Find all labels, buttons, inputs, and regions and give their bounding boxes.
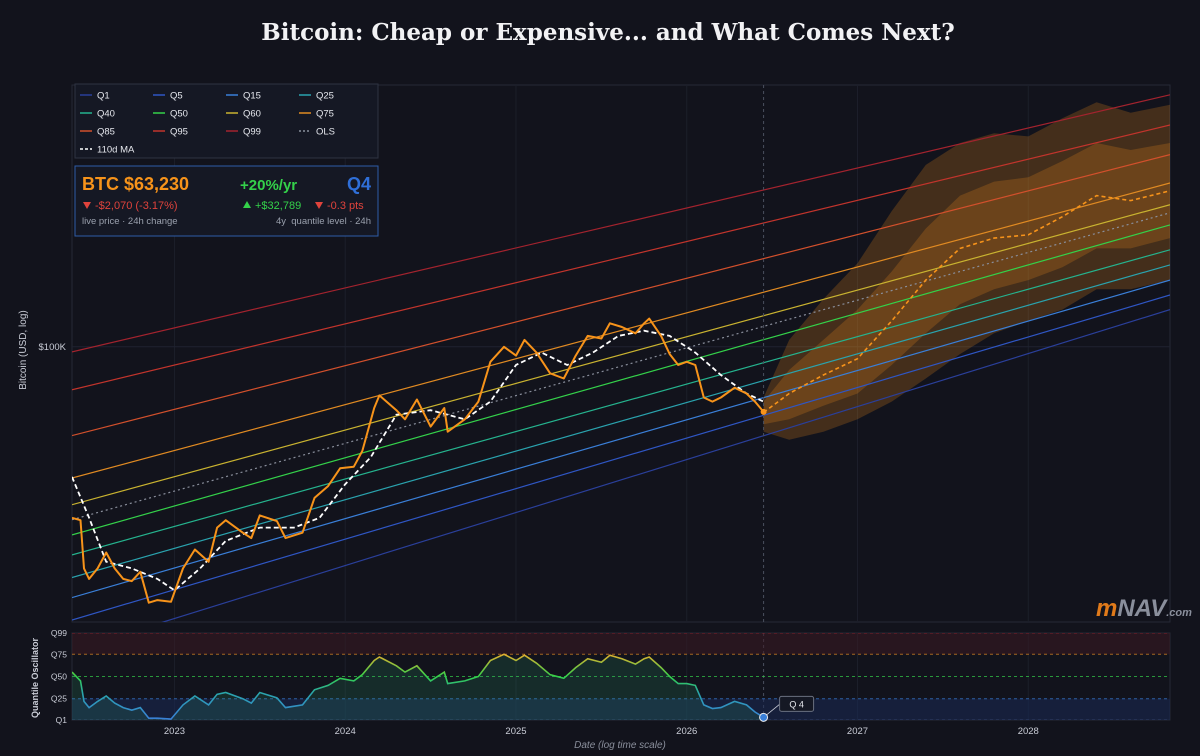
x-tick-label: 2025 bbox=[505, 726, 526, 737]
x-tick-label: 2026 bbox=[676, 726, 697, 737]
x-tick-label: 2027 bbox=[847, 726, 868, 737]
osc-plot bbox=[72, 633, 1170, 720]
down-arrow bbox=[83, 202, 91, 209]
osc-line bbox=[72, 653, 765, 720]
series-line bbox=[72, 154, 1170, 437]
info-level-note: 4y quantile level · 24h bbox=[276, 216, 371, 227]
y-tick-label: Q50 bbox=[51, 672, 67, 682]
osc-y-label: Quantile Oscillator bbox=[30, 637, 40, 718]
legend-label: Q15 bbox=[243, 91, 261, 102]
legend-label: Q40 bbox=[97, 109, 115, 120]
watermark-m: m bbox=[1096, 595, 1117, 622]
watermark-nav: NAV bbox=[1117, 595, 1168, 622]
y-tick-label: Q25 bbox=[51, 694, 67, 704]
info-change: -$2,070 (-3.17%) bbox=[95, 200, 178, 212]
info-price-note: live price · 24h change bbox=[82, 216, 178, 227]
chart-title: Bitcoin: Cheap or Expensive... and What … bbox=[261, 19, 954, 46]
info-growth-change: +$32,789 bbox=[255, 200, 301, 212]
series-line bbox=[72, 204, 1170, 506]
legend-label: Q5 bbox=[170, 91, 183, 102]
up-arrow bbox=[243, 201, 251, 208]
forecast-median bbox=[763, 190, 1170, 414]
legend-label: 110d MA bbox=[97, 145, 135, 156]
series-line bbox=[72, 249, 1170, 556]
legend-label: Q1 bbox=[97, 91, 110, 102]
y-axis-label: Bitcoin (USD, log) bbox=[18, 310, 29, 389]
x-axis-label: Date (log time scale) bbox=[574, 740, 666, 751]
series-line bbox=[161, 309, 1170, 622]
x-tick-label: 2024 bbox=[335, 726, 356, 737]
series-line bbox=[72, 124, 1170, 391]
main-plot bbox=[72, 85, 1170, 622]
x-tick-label: 2028 bbox=[1018, 726, 1039, 737]
osc-end bbox=[759, 712, 769, 722]
legend-label: Q99 bbox=[243, 127, 261, 138]
legend-label: Q75 bbox=[316, 109, 334, 120]
y-tick-label: Q75 bbox=[51, 649, 67, 659]
info-level-change: -0.3 pts bbox=[327, 200, 364, 212]
legend-label: Q60 bbox=[243, 109, 261, 120]
legend-label: Q95 bbox=[170, 127, 188, 138]
series-line bbox=[72, 224, 1170, 536]
zone bbox=[72, 698, 1170, 720]
info-level: Q4 bbox=[347, 174, 371, 194]
watermark-com: .com bbox=[1166, 607, 1192, 619]
series-line bbox=[72, 182, 1170, 479]
plot-frame bbox=[71, 84, 1171, 623]
zone bbox=[72, 633, 1170, 655]
annotation-box bbox=[779, 695, 815, 712]
legend: Q1 Q5 Q15 Q25 Q40 Q50 Q60 Q75 Q85 Q95 Q99 OLS 110d M… bbox=[80, 91, 335, 156]
y-tick-label: Q1 bbox=[56, 715, 68, 725]
legend-label: Q25 bbox=[316, 91, 334, 102]
legend-label: OLS bbox=[316, 127, 335, 138]
series-line bbox=[72, 94, 1170, 353]
down-arrow bbox=[315, 202, 323, 209]
info-growth: +20%/yr bbox=[240, 177, 297, 194]
watermark: mNAV.com bbox=[1096, 595, 1192, 622]
forecast-band bbox=[763, 102, 1170, 440]
legend-box bbox=[74, 83, 379, 159]
info-box bbox=[74, 165, 379, 237]
legend-label: Q50 bbox=[170, 109, 188, 120]
x-tick-label: 2023 bbox=[164, 726, 185, 737]
y-tick-label: Q99 bbox=[51, 628, 67, 638]
series-line bbox=[72, 212, 1170, 521]
y-tick-label: $100K bbox=[39, 342, 67, 353]
overlay: 2023 2024 2025 2026 2027 2028 $100K Q1 Q25 Q50 Q75… bbox=[39, 342, 1039, 737]
series-line bbox=[72, 329, 764, 592]
info-price: BTC $63,230 bbox=[82, 174, 189, 194]
series-line bbox=[72, 294, 1170, 621]
price-end bbox=[760, 408, 767, 415]
annotation: Q 4 bbox=[789, 699, 804, 709]
price-line bbox=[72, 317, 765, 604]
series-line bbox=[72, 279, 1170, 599]
legend-label: Q85 bbox=[97, 127, 115, 138]
osc-area bbox=[72, 654, 764, 720]
